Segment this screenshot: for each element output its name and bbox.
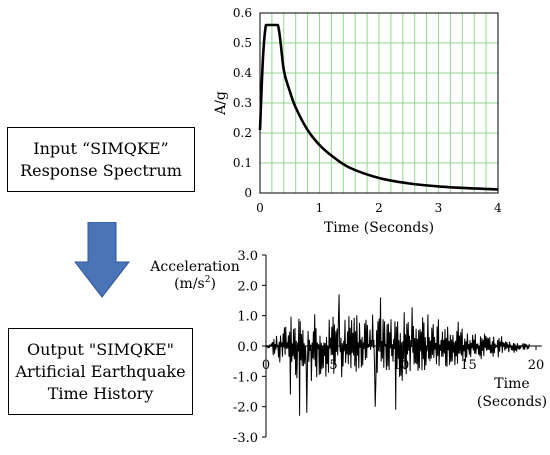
x-tick-label: 0: [256, 201, 264, 215]
y-tick-label: 3.0: [237, 249, 258, 264]
response-spectrum-chart: 0 0.1 0.2 0.3 0.4 0.5 0.6 0 1 2 3 4 A/g Time (Seco…: [213, 6, 502, 236]
y-tick-label: 0.4: [233, 66, 252, 80]
y-tick-label: 0.1: [233, 156, 252, 170]
down-arrow-icon: [74, 222, 130, 298]
x-axis-label: Time (Seconds): [324, 220, 434, 236]
input-box-line-2: Response Spectrum: [20, 160, 182, 180]
y-tick-label: -1.0: [233, 370, 258, 385]
x-tick-label: 15: [460, 358, 477, 373]
y-tick-label: 0.6: [233, 6, 252, 20]
output-box-line-3: Time History: [47, 383, 154, 403]
x-axis-label-unit: (Seconds): [477, 394, 547, 410]
y-tick-label: -3.0: [233, 431, 258, 446]
x-tick-label: 1: [316, 201, 324, 215]
acceleration-signal: [265, 294, 530, 416]
acceleration-time-history-chart: 3.02.01.00.0-1.0-2.0-3.0 0 5 10 15 20 Accele…: [149, 249, 547, 446]
x-tick-label: 2: [375, 201, 383, 215]
y-axis-unit-label: (m/s2): [174, 275, 216, 292]
x-tick-label: 4: [494, 201, 502, 215]
y-tick-label: 2.0: [237, 279, 258, 294]
output-time-history-box: Output "SIMQKE" Artificial Earthquake Ti…: [8, 328, 193, 415]
x-tick-label: 20: [528, 358, 545, 373]
y-axis-label: A/g: [213, 91, 229, 116]
x-axis-label: Time: [494, 376, 529, 392]
output-box-line-1: Output "SIMQKE": [26, 339, 175, 359]
y-tick-label: 0.5: [233, 36, 252, 50]
response-spectrum-curve: [258, 23, 499, 191]
y-tick-label: 0: [244, 186, 252, 200]
y-tick-label: 1.0: [237, 310, 258, 325]
y-tick-label: -2.0: [233, 401, 258, 416]
x-tick-label: 3: [435, 201, 443, 215]
y-tick-label: 0.0: [237, 340, 258, 355]
chart-grid: [259, 12, 499, 194]
input-response-spectrum-box: Input “SIMQKE” Response Spectrum: [7, 127, 195, 192]
y-tick-label: 0.3: [233, 96, 252, 110]
y-tick-label: 0.2: [233, 126, 252, 140]
y-axis-label: Acceleration: [149, 259, 239, 275]
output-box-line-2: Artificial Earthquake: [15, 361, 186, 381]
input-box-line-1: Input “SIMQKE”: [33, 138, 169, 158]
